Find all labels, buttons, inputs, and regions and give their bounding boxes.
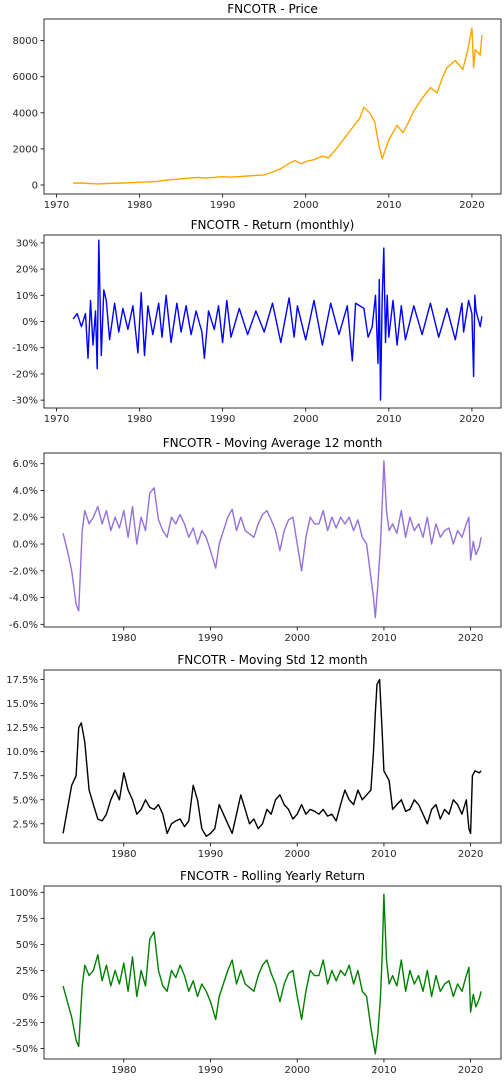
- y-tick-label: 0%: [22, 992, 38, 1003]
- series-line-1: [72, 239, 483, 401]
- y-tick-label: 6.0%: [13, 459, 38, 470]
- x-tick-label: 2010: [371, 849, 396, 860]
- y-tick-label: 6000: [13, 72, 38, 83]
- y-tick-label: -2.0%: [9, 566, 38, 577]
- y-tick-label: 2000: [13, 144, 38, 155]
- x-tick-label: 1980: [111, 849, 136, 860]
- x-tick-label: 1990: [210, 200, 235, 211]
- y-tick-label: 20%: [16, 265, 38, 276]
- subplot-1: FNCOTR - Price 1970 1980 1990 2000 2010 2020 0 2…: [13, 2, 502, 211]
- series-line-1: [62, 460, 482, 619]
- y-tick-label: 0%: [22, 317, 38, 328]
- y-tick-label: -20%: [12, 369, 38, 380]
- x-tick-label: 1980: [127, 200, 152, 211]
- axes-frame: [43, 669, 502, 844]
- x-tick-label: 2010: [371, 633, 396, 644]
- y-tick-label: -25%: [12, 1018, 38, 1029]
- x-tick-label: 2010: [376, 414, 401, 425]
- y-tick-label: -50%: [12, 1044, 38, 1055]
- series-line-1: [62, 678, 482, 837]
- subplot-2: FNCOTR - Return (monthly) 1970 1980 1990 200…: [12, 218, 502, 425]
- y-tick-label: -4.0%: [9, 593, 38, 604]
- axes-frame: [43, 452, 502, 628]
- y-tick-label: -30%: [12, 396, 38, 407]
- x-tick-label: 1990: [198, 1065, 223, 1076]
- x-tick-label: 2010: [371, 1065, 396, 1076]
- axes-frame: [43, 18, 502, 195]
- subplot-5: FNCOTR - Rolling Yearly Return 1980 1990 20…: [9, 869, 502, 1076]
- chart-title: FNCOTR - Moving Std 12 month: [177, 653, 367, 667]
- x-tick-label: 1990: [198, 849, 223, 860]
- y-tick-label: 0.0%: [13, 540, 38, 551]
- y-tick-label: -6.0%: [9, 620, 38, 631]
- y-tick-label: -10%: [12, 343, 38, 354]
- y-tick-label: 17.5%: [6, 675, 38, 686]
- y-tick-label: 50%: [16, 940, 38, 951]
- y-tick-label: 8000: [13, 36, 38, 47]
- y-tick-label: 15.0%: [6, 699, 38, 710]
- x-tick-label: 2020: [458, 1065, 483, 1076]
- y-tick-label: 30%: [16, 238, 38, 249]
- x-tick-label: 1980: [127, 414, 152, 425]
- x-tick-label: 1970: [44, 200, 69, 211]
- chart-title: FNCOTR - Price: [227, 2, 318, 16]
- y-tick-label: 2.5%: [13, 819, 38, 830]
- chart-title: FNCOTR - Return (monthly): [191, 218, 355, 232]
- x-tick-label: 1990: [210, 414, 235, 425]
- x-tick-label: 2000: [284, 849, 309, 860]
- y-tick-label: 4000: [13, 108, 38, 119]
- y-tick-label: 12.5%: [6, 723, 38, 734]
- axes-frame: [43, 885, 502, 1060]
- x-tick-label: 1970: [44, 414, 69, 425]
- x-tick-label: 2000: [293, 414, 318, 425]
- y-tick-label: 2.0%: [13, 513, 38, 524]
- x-tick-label: 1980: [111, 1065, 136, 1076]
- y-tick-label: 5.0%: [13, 795, 38, 806]
- x-tick-label: 2020: [458, 849, 483, 860]
- x-tick-label: 2000: [284, 633, 309, 644]
- series-line-1: [62, 893, 482, 1055]
- y-tick-label: 7.5%: [13, 771, 38, 782]
- series-line-1: [73, 27, 483, 185]
- x-tick-label: 2000: [293, 200, 318, 211]
- subplot-4: FNCOTR - Moving Std 12 month 1980 1990 2000…: [6, 653, 502, 860]
- y-tick-label: 10%: [16, 291, 38, 302]
- y-tick-label: 10.0%: [6, 747, 38, 758]
- x-tick-label: 2020: [459, 414, 484, 425]
- y-tick-label: 25%: [16, 966, 38, 977]
- x-tick-label: 2020: [458, 633, 483, 644]
- x-tick-label: 2010: [376, 200, 401, 211]
- x-tick-label: 2020: [459, 200, 484, 211]
- y-tick-label: 75%: [16, 914, 38, 925]
- y-tick-label: 4.0%: [13, 486, 38, 497]
- chart-title: FNCOTR - Rolling Yearly Return: [180, 869, 365, 883]
- subplot-3: FNCOTR - Moving Average 12 month 1980 1990…: [9, 436, 502, 644]
- x-tick-label: 1990: [198, 633, 223, 644]
- x-tick-label: 2000: [284, 1065, 309, 1076]
- x-tick-label: 1980: [111, 633, 136, 644]
- y-tick-label: 100%: [9, 888, 38, 899]
- chart-title: FNCOTR - Moving Average 12 month: [163, 436, 383, 450]
- y-tick-label: 0: [32, 180, 38, 191]
